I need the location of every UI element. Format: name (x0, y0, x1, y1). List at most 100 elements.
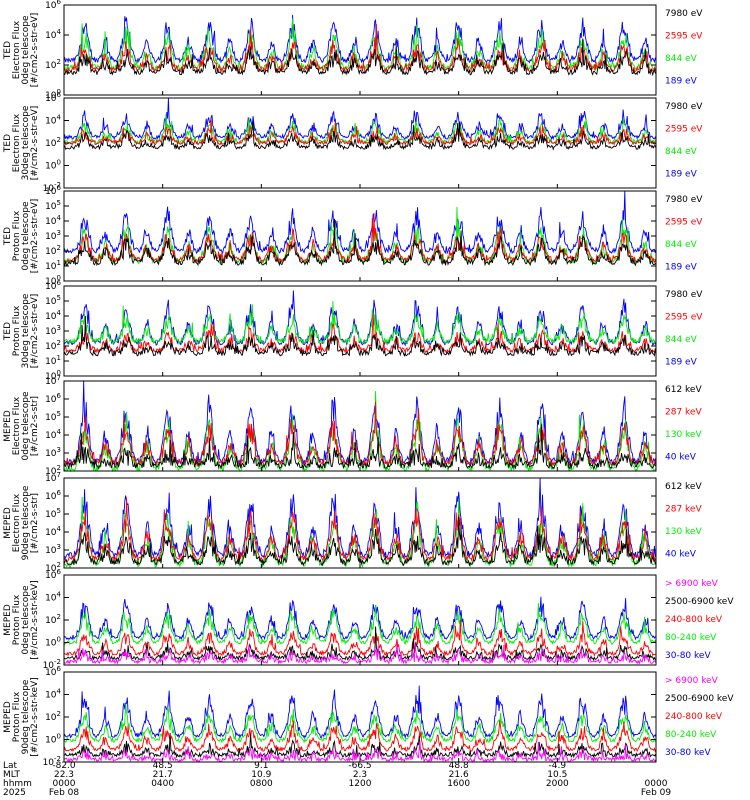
x-tick-label: -4.9 (549, 761, 567, 771)
y-axis-label-line: [#/cm2-s-str] (30, 493, 40, 553)
y-axis-label-line: 0deg telescope (21, 201, 31, 271)
series-2595-ev-line (63, 313, 656, 355)
plot-frame (63, 4, 657, 96)
panel-5: 102 103 104 105 106 107 MEPED Electron Flux 0deg… (3, 374, 702, 477)
y-tick-label: 106 (45, 279, 61, 292)
y-tick-label: 105 (45, 410, 61, 423)
series-189-ev-line (63, 14, 657, 65)
series-80-240-kev-line (63, 704, 657, 744)
y-tick-label: 10-2 (43, 658, 61, 671)
legend-entry: 130 keV (665, 527, 702, 537)
x-tick-label: 9.1 (254, 761, 268, 771)
legend-entry: 2595 eV (665, 32, 703, 42)
series-240-800-kev-line (63, 619, 657, 657)
y-tick-label: 106 (45, 184, 61, 197)
y-axis-label-line: 30deg telescope (21, 293, 31, 368)
y-axis-label-line: Electron Flux (12, 396, 22, 455)
x-tick-label: 10.5 (547, 770, 567, 780)
legend-entry: 189 eV (665, 358, 698, 368)
series-844-ev-line (63, 18, 657, 72)
panel-2: 10-2 100 102 104 106 TED Electron Flux 30deg te… (3, 91, 703, 194)
x-tick-label: 22.3 (54, 770, 74, 780)
y-axis-label-line: TED (3, 134, 13, 153)
y-tick-label: 105 (45, 507, 61, 520)
legend-entry: 844 eV (665, 335, 698, 345)
legend-entry: 189 eV (665, 170, 698, 180)
series-40-kev-line (63, 380, 657, 466)
y-tick-label: 105 (45, 294, 61, 307)
y-axis-label-line: [#/cm2-s-str-eV] (30, 199, 40, 274)
legend-entry: 287 keV (665, 408, 702, 418)
x-tick-label: 0000 (53, 779, 76, 789)
x-row-label: Lat (3, 761, 18, 771)
series-189-ev-line (63, 190, 657, 255)
y-axis-label-line: 90deg telescope (21, 485, 31, 560)
legend-entry: 844 eV (665, 147, 698, 157)
series-7980-ev-line (63, 315, 657, 358)
x-row-label: hhmm (3, 779, 32, 789)
legend-entry: 240-800 keV (665, 615, 723, 625)
legend-entry: 2595 eV (665, 218, 703, 228)
legend-entry: 2595 eV (665, 313, 703, 323)
legend-entry: > 6900 keV (665, 579, 719, 589)
series-30-80-kev-line (63, 685, 657, 740)
series-844-ev-line (63, 113, 657, 145)
legend-entry: 130 keV (665, 430, 702, 440)
y-axis-label-line: MEPED (3, 410, 13, 442)
series-189-ev-line (63, 97, 657, 141)
y-tick-label: 104 (45, 591, 61, 604)
y-tick-label: 104 (45, 688, 61, 701)
series--6900-kev-line (63, 643, 657, 665)
y-tick-label: 103 (45, 229, 61, 242)
y-tick-label: 103 (45, 446, 61, 459)
panel-6: 102 103 104 105 106 107 MEPED Electron Flux 90de… (3, 471, 702, 574)
x-tick-label: 0400 (151, 779, 174, 789)
y-tick-label: 100 (45, 636, 61, 649)
legend-entry: 612 keV (665, 482, 702, 492)
x-tick-label: 21.6 (449, 770, 469, 780)
series-7980-ev-line (63, 38, 657, 77)
y-tick-label: 104 (45, 309, 61, 322)
legend-entry: 40 keV (665, 453, 697, 463)
legend-entry: 30-80 keV (665, 748, 711, 758)
x-tick-label: 0800 (250, 779, 273, 789)
y-axis-label-line: 0deg telescope (21, 585, 31, 655)
y-axis-label-line: [#/cm2-s-str-eV] (30, 294, 40, 369)
series-80-240-kev-line (63, 603, 657, 646)
legend-entry: 30-80 keV (665, 651, 711, 661)
legend-entry: 80-240 keV (665, 730, 717, 740)
y-axis-label-line: Proton Flux (12, 691, 22, 742)
y-tick-label: 105 (45, 199, 61, 212)
legend-entry: 80-240 keV (665, 633, 717, 643)
plot-frame (63, 190, 657, 282)
series-7980-ev-line (63, 218, 657, 267)
y-axis-label-line: Electron Flux (12, 113, 22, 172)
series-7980-ev-line (63, 121, 657, 151)
legend-entry: 844 eV (665, 54, 698, 64)
x-row-label: 2025 (3, 788, 26, 798)
y-tick-label: 102 (45, 339, 61, 352)
x-tick-label: 48.8 (449, 761, 469, 771)
legend-entry: > 6900 keV (665, 676, 719, 686)
plot-frame (63, 285, 657, 377)
x-tick-label: -82.0 (52, 761, 76, 771)
y-tick-label: 104 (45, 428, 61, 441)
legend-entry: 40 keV (665, 550, 697, 560)
y-axis-label-line: 30deg telescope (21, 105, 31, 180)
x-row-label: MLT (3, 770, 21, 780)
y-axis-label-line: Electron Flux (12, 493, 22, 552)
y-axis-label-line: TED (3, 322, 13, 341)
series-240-800-kev-line (63, 720, 657, 753)
y-tick-label: 102 (45, 136, 61, 149)
x-tick-label: 21.7 (153, 770, 173, 780)
legend-entry: 7980 eV (665, 195, 703, 205)
y-tick-label: 104 (45, 114, 61, 127)
y-tick-label: 106 (45, 568, 61, 581)
y-axis-label-line: Proton Flux (12, 210, 22, 261)
y-tick-label: 106 (45, 0, 61, 11)
y-tick-label: 100 (45, 88, 61, 101)
y-tick-label: 107 (45, 374, 61, 387)
y-axis-label-line: TED (3, 41, 13, 60)
